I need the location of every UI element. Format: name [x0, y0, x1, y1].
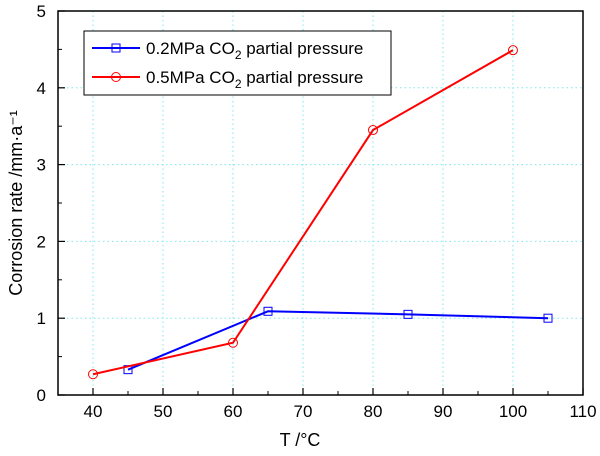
- y-tick-label: 4: [37, 79, 46, 98]
- y-axis-title: Corrosion rate /mm·a⁻¹: [6, 110, 26, 296]
- x-tick-label: 70: [294, 402, 313, 421]
- x-tick-label: 90: [434, 402, 453, 421]
- data-point-1: [228, 337, 238, 348]
- data-point-1: [508, 45, 518, 56]
- x-tick-label: 80: [364, 402, 383, 421]
- y-tick-label: 0: [37, 386, 46, 405]
- x-tick-label: 110: [569, 402, 596, 421]
- series-line-0: [127, 310, 549, 371]
- data-point-1: [368, 125, 378, 136]
- x-axis-title: T /°C: [280, 430, 321, 450]
- legend: 0.2MPa CO2 partial pressure 0.5MPa CO2 pa…: [83, 30, 392, 96]
- data-point-0: [263, 306, 273, 316]
- legend-label-0: 0.2MPa CO2 partial pressure: [146, 39, 363, 62]
- y-tick-label: 5: [37, 2, 46, 21]
- y-tick-label: 3: [37, 156, 46, 175]
- y-tick-label: 2: [37, 232, 46, 251]
- x-tick-label: 60: [224, 402, 243, 421]
- series-line-1: [92, 49, 514, 376]
- y-tick-label: 1: [37, 309, 46, 328]
- data-point-0: [403, 309, 413, 319]
- legend-marker-1: [111, 72, 121, 82]
- data-point-1: [88, 369, 98, 380]
- legend-label-1: 0.5MPa CO2 partial pressure: [146, 68, 363, 91]
- x-tick-label: 50: [154, 402, 173, 421]
- data-point-0: [543, 313, 553, 323]
- ticks: 40 50 60 70 80 90 100 110 0 1 2 3 4 5: [37, 2, 597, 421]
- legend-box: [83, 30, 392, 96]
- legend-marker-0: [111, 43, 121, 53]
- series-layer: [88, 45, 553, 380]
- x-tick-label: 40: [84, 402, 103, 421]
- x-tick-label: 100: [499, 402, 527, 421]
